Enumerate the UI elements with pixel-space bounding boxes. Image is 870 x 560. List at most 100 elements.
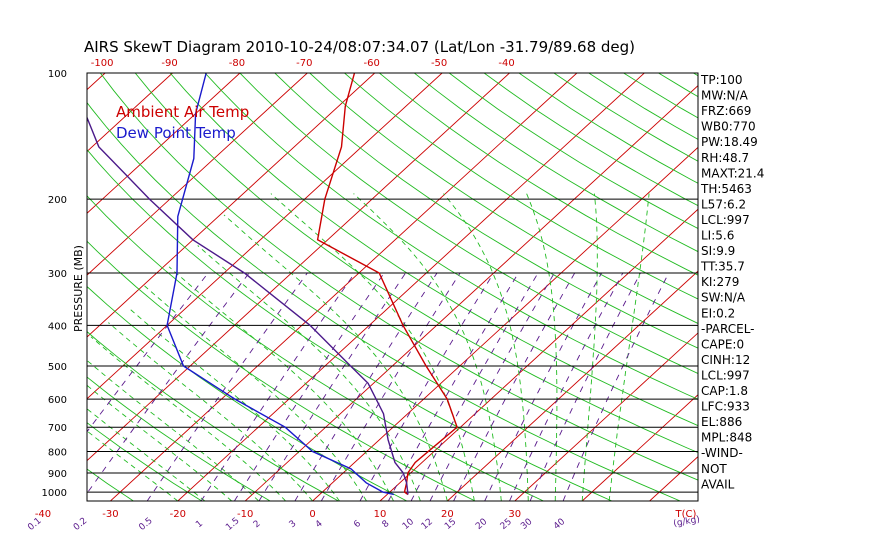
isotherm-line xyxy=(447,270,698,501)
dry-adiabat-line xyxy=(169,73,698,427)
isotherm-line xyxy=(87,73,106,91)
stability-index: EI:0.2 xyxy=(701,306,735,320)
stability-index: KI:279 xyxy=(701,275,739,289)
mixing-ratio-line xyxy=(359,272,495,501)
mixing-ratio-tick-label: 1 xyxy=(194,519,205,530)
pressure-tick-label: 300 xyxy=(48,269,67,280)
mixing-ratio-line xyxy=(429,272,555,501)
mixing-ratio-line xyxy=(562,272,670,501)
dry-adiabat-line xyxy=(344,73,698,300)
dry-adiabat-line xyxy=(134,73,698,454)
moist-adiabat-line xyxy=(526,193,558,501)
stability-index: CINH:12 xyxy=(701,353,750,367)
isotherm-line xyxy=(87,73,376,338)
moist-adiabat-line xyxy=(87,408,206,501)
chart-title: AIRS SkewT Diagram 2010-10-24/08:07:34.0… xyxy=(84,38,635,56)
legend-dew-point-temp: Dew Point Temp xyxy=(116,124,236,142)
moist-adiabat-line xyxy=(443,193,529,501)
bottom-temp-unit: T(C) xyxy=(675,509,697,520)
mixing-ratio-tick-label: 3 xyxy=(288,519,299,530)
isotherm-line xyxy=(514,332,698,501)
isotherm-line xyxy=(581,394,698,501)
mixing-ratio-tick-label: 8 xyxy=(381,519,392,531)
stability-index: CAP:1.8 xyxy=(701,384,748,398)
moist-adiabat-line xyxy=(108,322,313,501)
dry-adiabat-line xyxy=(87,148,613,501)
dew-point-temp-line xyxy=(166,73,395,496)
stability-index: SW:N/A xyxy=(701,291,746,305)
moist-adiabat-line xyxy=(270,193,475,501)
pressure-tick-label: 800 xyxy=(48,448,67,459)
stability-index: LI:5.6 xyxy=(701,229,734,243)
bottom-temp-tick-label: 10 xyxy=(374,509,387,520)
dry-adiabat-line xyxy=(0,73,65,501)
stability-index: TT:35.7 xyxy=(700,260,745,274)
mixing-ratio-line xyxy=(410,272,539,501)
stability-index: MAXT:21.4 xyxy=(701,166,764,180)
stability-index: TP:100 xyxy=(700,73,743,87)
pressure-tick-label: 600 xyxy=(48,395,67,406)
ambient-air-temp-line xyxy=(316,73,458,496)
mixing-ratio-line xyxy=(529,272,641,501)
dry-adiabat-line xyxy=(204,73,698,400)
moist-adiabat-line xyxy=(90,336,286,501)
isotherm-line xyxy=(87,73,510,462)
parcel-path-line xyxy=(87,115,409,495)
isotherm-line xyxy=(177,73,645,501)
dry-adiabat-line xyxy=(483,73,698,207)
mixing-ratio-tick-label: 0.2 xyxy=(72,516,89,533)
stability-index: MW:N/A xyxy=(701,89,749,103)
mixing-ratio-tick-label: 30 xyxy=(519,517,534,532)
dry-adiabat-line xyxy=(87,240,476,501)
bottom-temp-tick-label: 20 xyxy=(441,509,454,520)
dry-adiabat-line xyxy=(239,73,698,374)
stability-index: CAPE:0 xyxy=(701,337,744,351)
mixing-ratio-line xyxy=(320,272,461,501)
moist-adiabat-line xyxy=(87,384,232,501)
stability-index: AVAIL xyxy=(701,477,735,491)
mixing-ratio-tick-label: 40 xyxy=(552,517,567,532)
moist-adiabat-line xyxy=(144,285,367,501)
mixing-ratio-line xyxy=(388,272,519,501)
grid-lines xyxy=(0,73,698,501)
data-series xyxy=(87,73,458,496)
isotherm-line xyxy=(110,73,578,501)
dry-adiabat-line xyxy=(274,73,698,349)
mixing-ratio-line xyxy=(258,272,406,501)
pressure-tick-label: 900 xyxy=(48,469,67,480)
moist-adiabat-line xyxy=(87,359,260,501)
stability-index: RH:48.7 xyxy=(701,151,749,165)
dry-adiabat-line xyxy=(658,73,698,98)
mixing-ratio-line xyxy=(509,272,624,501)
mixing-ratio-tick-label: 0.5 xyxy=(137,516,154,533)
moist-adiabat-line xyxy=(223,214,448,501)
pressure-tick-label: 500 xyxy=(48,362,67,373)
stability-index: EL:886 xyxy=(701,415,742,429)
top-temp-tick-label: -50 xyxy=(431,58,447,69)
mixing-ratio-tick-label: 2 xyxy=(252,519,263,530)
stability-index: MPL:848 xyxy=(701,431,752,445)
mixing-ratio-line xyxy=(200,272,356,501)
bottom-temp-tick-label: -10 xyxy=(237,509,253,520)
isotherm-line xyxy=(87,73,443,400)
dry-adiabat-line xyxy=(414,73,698,253)
stability-index: FRZ:669 xyxy=(701,104,751,118)
dry-adiabat-line xyxy=(87,195,544,501)
moist-adiabat-line xyxy=(197,245,421,501)
bottom-temp-tick-label: 30 xyxy=(508,509,521,520)
top-temp-tick-label: -60 xyxy=(364,58,380,69)
stability-index: L57:6.2 xyxy=(701,197,746,211)
legend-ambient-air-temp: Ambient Air Temp xyxy=(116,103,249,121)
mixing-ratio-tick-label: 6 xyxy=(352,519,363,531)
isotherm-line xyxy=(0,73,38,501)
dry-adiabat-line xyxy=(87,376,271,501)
stability-index: TH:5463 xyxy=(700,182,752,196)
pressure-tick-label: 200 xyxy=(48,195,67,206)
isotherm-line xyxy=(87,73,308,276)
stability-index: WB0:770 xyxy=(701,120,756,134)
isotherm-line xyxy=(87,73,241,214)
moist-adiabat-line xyxy=(353,193,502,501)
stability-index: LFC:933 xyxy=(701,400,750,414)
